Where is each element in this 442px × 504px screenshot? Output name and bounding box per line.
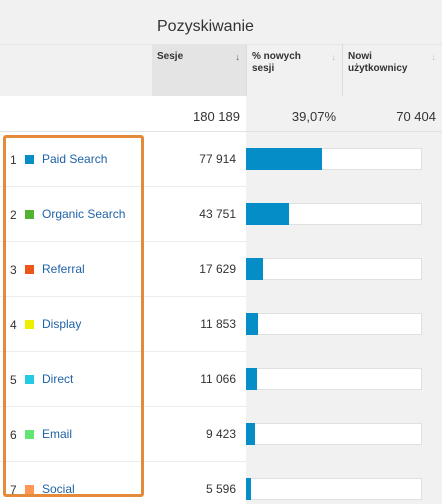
totals-row bbox=[0, 96, 442, 132]
channel-link[interactable]: Display bbox=[42, 317, 82, 331]
sessions-value: 17 629 bbox=[199, 262, 236, 276]
bar-fill bbox=[246, 313, 258, 335]
legend-swatch bbox=[25, 265, 34, 274]
row-index: 1 bbox=[10, 153, 17, 167]
dimension-header-top bbox=[0, 0, 152, 44]
bar-cell bbox=[246, 407, 442, 462]
bar-fill bbox=[246, 203, 289, 225]
sessions-value: 5 596 bbox=[205, 482, 236, 496]
bar-fill bbox=[246, 423, 255, 445]
legend-swatch bbox=[25, 430, 34, 439]
row-index: 7 bbox=[10, 483, 17, 497]
legend-swatch bbox=[25, 485, 34, 494]
bar-track bbox=[246, 258, 422, 280]
selection-highlight bbox=[3, 135, 144, 497]
bar-track bbox=[246, 478, 422, 500]
sessions-value: 43 751 bbox=[199, 207, 236, 221]
row-index: 6 bbox=[10, 428, 17, 442]
table-row: 3 Referral 17 629 bbox=[0, 242, 442, 297]
row-index: 3 bbox=[10, 263, 17, 277]
sessions-value: 11 066 bbox=[200, 372, 236, 386]
column-label: Nowi użytkownicy bbox=[348, 51, 408, 74]
sort-arrow-icon[interactable]: ↓ bbox=[431, 52, 437, 62]
bar-fill bbox=[246, 148, 322, 170]
totals-label-cell bbox=[0, 96, 152, 132]
sort-down-arrow-icon[interactable]: ↓ bbox=[235, 52, 241, 62]
total-new-sessions-pct: 39,07% bbox=[246, 96, 342, 132]
table-row: 6 Email 9 423 bbox=[0, 407, 442, 462]
legend-swatch bbox=[25, 155, 34, 164]
bar-fill bbox=[246, 368, 257, 390]
sessions-value: 9 423 bbox=[205, 427, 236, 441]
bar-cell bbox=[246, 352, 442, 407]
table-row: 1 Paid Search 77 914 bbox=[0, 132, 442, 187]
column-label: Sesje bbox=[157, 51, 184, 62]
bar-track bbox=[246, 423, 422, 445]
sessions-value: 77 914 bbox=[199, 152, 236, 166]
group-title: Pozyskiwanie bbox=[152, 0, 442, 44]
bar-cell bbox=[246, 242, 442, 297]
bar-track bbox=[246, 368, 422, 390]
bar-fill bbox=[246, 258, 263, 280]
column-header-new-sessions-pct[interactable]: % nowych sesji ↓ bbox=[247, 44, 342, 96]
column-header-new-users[interactable]: Nowi użytkownicy ↓ bbox=[343, 44, 442, 96]
column-header-sessions[interactable]: Sesje ↓ bbox=[152, 44, 246, 96]
row-index: 2 bbox=[10, 208, 17, 222]
row-index: 5 bbox=[10, 373, 17, 387]
channel-link[interactable]: Referral bbox=[42, 262, 85, 276]
legend-swatch bbox=[25, 320, 34, 329]
sort-arrow-icon[interactable]: ↓ bbox=[331, 52, 337, 62]
bar-cell bbox=[246, 132, 442, 187]
table-row: 2 Organic Search 43 751 bbox=[0, 187, 442, 242]
legend-swatch bbox=[25, 375, 34, 384]
bar-track bbox=[246, 313, 422, 335]
column-divider bbox=[246, 44, 247, 96]
total-new-users: 70 404 bbox=[342, 96, 442, 132]
dimension-header bbox=[0, 44, 152, 96]
sessions-value: 11 853 bbox=[200, 317, 236, 331]
table-row: 4 Display 11 853 bbox=[0, 297, 442, 352]
bar-cell bbox=[246, 462, 442, 504]
row-index: 4 bbox=[10, 318, 17, 332]
channel-link[interactable]: Direct bbox=[42, 372, 74, 386]
column-label: % nowych sesji bbox=[252, 51, 301, 74]
channel-link[interactable]: Social bbox=[42, 482, 75, 496]
bar-fill bbox=[246, 478, 251, 500]
legend-swatch bbox=[25, 210, 34, 219]
channel-link[interactable]: Email bbox=[42, 427, 73, 441]
table-row: 5 Direct 11 066 bbox=[0, 352, 442, 407]
bar-cell bbox=[246, 187, 442, 242]
table-row: 7 Social 5 596 bbox=[0, 462, 442, 504]
total-sessions: 180 189 bbox=[152, 96, 246, 132]
channel-link[interactable]: Organic Search bbox=[42, 207, 126, 221]
bar-cell bbox=[246, 297, 442, 352]
channel-link[interactable]: Paid Search bbox=[42, 152, 108, 166]
column-divider bbox=[342, 44, 343, 96]
bar-track bbox=[246, 203, 422, 225]
